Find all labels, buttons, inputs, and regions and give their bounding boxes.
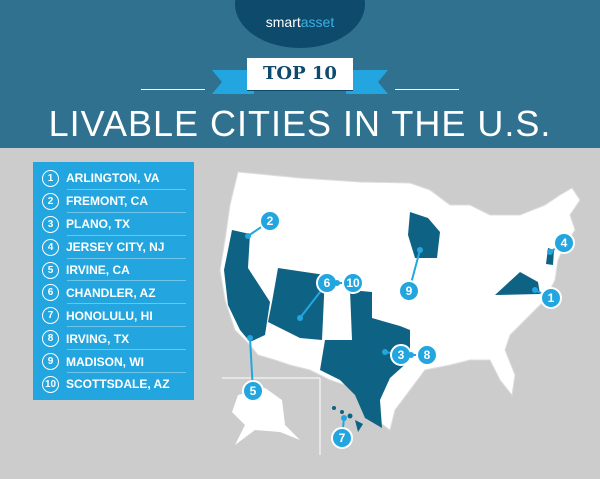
rank-number: 7	[42, 307, 59, 325]
city-name: FREMONT, CA	[66, 194, 148, 209]
ranking-item: 1 ARLINGTON, VA	[42, 167, 186, 190]
city-name: PLANO, TX	[66, 217, 131, 232]
marker-circle	[553, 232, 575, 254]
rank-number: 1	[42, 169, 59, 187]
marker-1: 1	[532, 287, 562, 309]
header-banner: smartasset TOP 10 LIVABLE CITIES IN THE …	[0, 0, 600, 148]
city-name: IRVINE, CA	[66, 263, 130, 277]
state-california	[224, 230, 270, 342]
ranking-item: 3 PLANO, TX	[42, 213, 186, 236]
ranking-item: 6 CHANDLER, AZ	[42, 281, 186, 305]
us-mainland	[219, 171, 581, 431]
marker-circle	[342, 272, 364, 294]
marker-10: 10	[334, 272, 364, 294]
city-name: IRVING, TX	[66, 331, 130, 346]
ranking-item: 7 HONOLULU, HI	[42, 304, 186, 328]
city-name: JERSEY CITY, NJ	[66, 240, 165, 255]
divider-right	[395, 89, 459, 90]
ranking-item: 10 SCOTTSDALE, AZ	[42, 373, 186, 396]
marker-4: 4	[547, 232, 575, 255]
marker-anchor	[341, 415, 347, 421]
marker-anchor	[532, 287, 538, 293]
city-name: MADISON, WI	[66, 354, 144, 369]
marker-label: 2	[267, 214, 274, 228]
ranking-item: 2 FREMONT, CA	[42, 190, 186, 213]
marker-circle	[331, 427, 353, 449]
marker-label: 3	[398, 348, 405, 362]
marker-6: 6	[297, 272, 338, 321]
marker-label: 5	[250, 384, 257, 398]
top10-label: TOP 10	[247, 58, 353, 90]
ribbon-shape	[212, 70, 388, 94]
ranking-item: 8 IRVING, TX	[42, 327, 186, 351]
marker-circle	[540, 287, 562, 309]
alaska-inset	[232, 388, 300, 445]
rank-number: 2	[42, 192, 59, 210]
marker-label: 4	[561, 236, 568, 250]
rank-number: 10	[42, 375, 59, 393]
marker-anchor	[408, 352, 414, 358]
marker-anchor	[547, 249, 553, 255]
page-title: LIVABLE CITIES IN THE U.S.	[48, 103, 552, 144]
marker-2: 2	[245, 210, 281, 239]
rank-number: 4	[42, 238, 59, 256]
hawaii-inset	[332, 406, 363, 432]
marker-label: 7	[339, 431, 346, 445]
rank-number: 9	[42, 353, 59, 371]
marker-label: 9	[406, 284, 413, 298]
marker-circle	[416, 344, 438, 366]
city-name: CHANDLER, AZ	[66, 285, 156, 300]
city-name: HONOLULU, HI	[66, 308, 153, 323]
marker-5: 5	[242, 335, 264, 402]
ranking-item: 9 MADISON, WI	[42, 350, 186, 373]
marker-circle	[242, 380, 264, 402]
marker-label: 8	[424, 348, 431, 362]
marker-anchor	[247, 335, 253, 341]
marker-anchor	[297, 315, 303, 321]
marker-anchor	[382, 349, 388, 355]
ranking-item: 4 JERSEY CITY, NJ	[42, 236, 186, 259]
marker-label: 6	[324, 276, 331, 290]
marker-label: 10	[346, 276, 360, 290]
rank-number: 5	[42, 261, 59, 279]
rank-number: 8	[42, 330, 59, 348]
marker-anchor	[245, 233, 251, 239]
marker-layer: 1 2 3 8 4 5 6 10 9 7	[242, 210, 575, 449]
marker-anchor	[334, 280, 340, 286]
marker-8: 8	[408, 344, 438, 366]
marker-9: 9	[398, 247, 423, 302]
state-virginia	[495, 272, 540, 295]
marker-anchor	[417, 247, 423, 253]
divider-left	[141, 89, 205, 90]
logo-text-asset: asset	[300, 14, 335, 30]
state-texas	[320, 290, 410, 428]
logo-text-smart: smart	[265, 14, 301, 30]
rank-number: 6	[42, 284, 59, 302]
marker-label: 1	[548, 291, 555, 305]
rank-number: 3	[42, 215, 59, 233]
marker-circle	[398, 280, 420, 302]
state-wisconsin	[408, 212, 440, 258]
ranking-item: 5 IRVINE, CA	[42, 259, 186, 282]
city-name: SCOTTSDALE, AZ	[66, 377, 170, 392]
logo-text: smartasset	[235, 14, 365, 30]
rankings-list: 1 ARLINGTON, VA 2 FREMONT, CA 3 PLANO, TX 4 JER…	[33, 162, 194, 400]
state-arizona	[268, 268, 325, 340]
city-name: ARLINGTON, VA	[66, 171, 160, 186]
marker-circle	[259, 210, 281, 232]
marker-7: 7	[331, 415, 353, 449]
